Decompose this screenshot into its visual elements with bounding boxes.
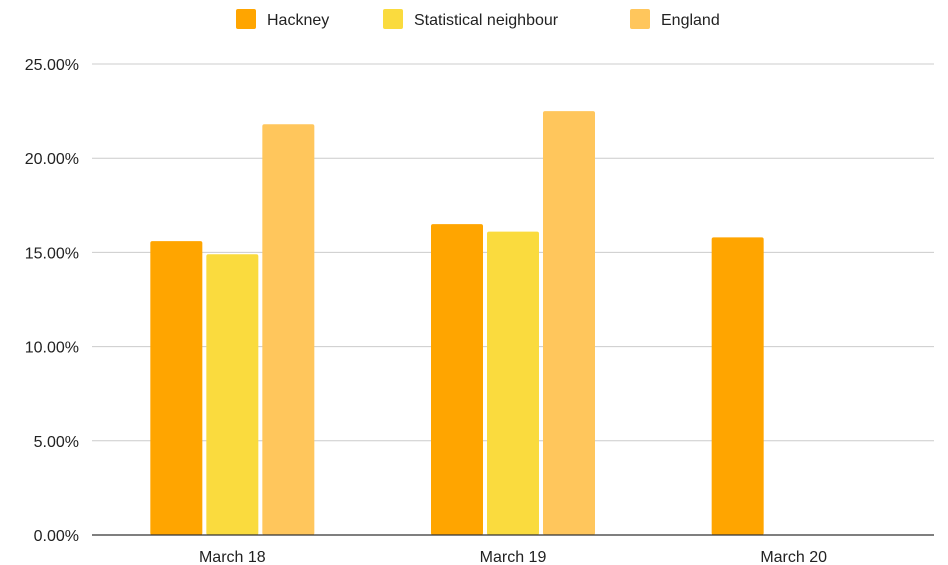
y-tick-label: 10.00% bbox=[25, 340, 79, 357]
x-tick-label: March 19 bbox=[480, 549, 547, 565]
bars bbox=[150, 111, 764, 536]
y-tick-label: 15.00% bbox=[25, 245, 79, 262]
y-axis-ticks: 0.00% 5.00% 10.00% 15.00% 20.00% 25.00% bbox=[25, 57, 79, 545]
y-tick-label: 5.00% bbox=[34, 434, 79, 451]
x-axis-ticks: March 18 March 19 March 20 bbox=[199, 549, 827, 565]
legend-swatch bbox=[383, 9, 403, 29]
legend-label: Hackney bbox=[267, 12, 329, 29]
x-tick-label: March 18 bbox=[199, 549, 266, 565]
bar-england-march-19 bbox=[543, 111, 595, 535]
legend-label: England bbox=[661, 12, 720, 29]
y-tick-label: 20.00% bbox=[25, 151, 79, 168]
legend-label: Statistical neighbour bbox=[414, 12, 559, 29]
bar-hackney-march-18 bbox=[150, 241, 203, 535]
bar-statistical-neighbour-march-18 bbox=[206, 254, 259, 535]
bar-hackney-march-19 bbox=[431, 224, 483, 535]
bar-hackney-march-20 bbox=[711, 237, 764, 535]
bar-england-march-18 bbox=[262, 124, 315, 536]
legend: Hackney Statistical neighbour England bbox=[236, 9, 720, 29]
legend-swatch bbox=[630, 9, 650, 29]
legend-swatch bbox=[236, 9, 256, 29]
x-tick-label: March 20 bbox=[760, 549, 827, 565]
y-tick-label: 0.00% bbox=[34, 528, 79, 545]
bar-statistical-neighbour-march-19 bbox=[487, 231, 539, 535]
y-tick-label: 25.00% bbox=[25, 57, 79, 74]
